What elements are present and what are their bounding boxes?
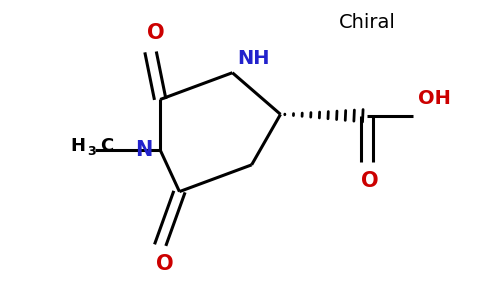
Text: C: C — [100, 136, 113, 154]
Text: H: H — [71, 136, 86, 154]
Text: O: O — [147, 23, 164, 43]
Text: O: O — [361, 171, 378, 191]
Text: 3: 3 — [87, 145, 96, 158]
Text: OH: OH — [418, 89, 451, 108]
Text: O: O — [156, 254, 174, 274]
Text: NH: NH — [237, 49, 270, 68]
Text: Chiral: Chiral — [339, 13, 395, 32]
Text: N: N — [136, 140, 153, 160]
